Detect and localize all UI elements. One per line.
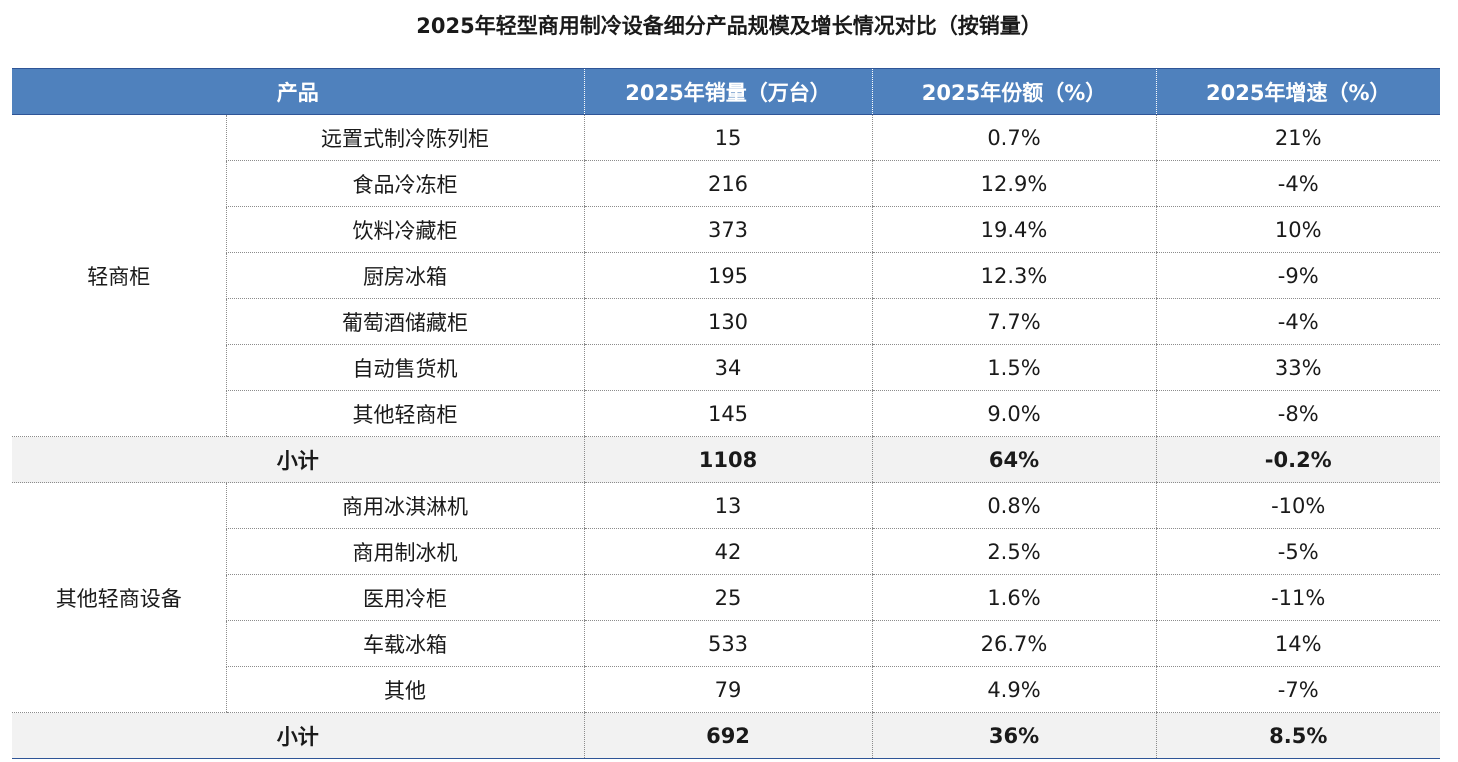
sales-cell: 25 — [583, 574, 872, 621]
sales-cell: 145 — [583, 390, 872, 437]
table-row: 食品冷冻柜 216 12.9% -4% — [12, 160, 1440, 207]
share-cell: 0.8% — [871, 482, 1156, 529]
sales-cell: 13 — [583, 482, 872, 529]
table-row: 医用冷柜 25 1.6% -11% — [12, 574, 1440, 621]
subtotal-sales: 1108 — [583, 436, 872, 483]
table-row: 厨房冰箱 195 12.3% -9% — [12, 252, 1440, 299]
product-cell: 葡萄酒储藏柜 — [225, 298, 584, 345]
growth-cell: -5% — [1155, 528, 1440, 575]
product-cell: 医用冷柜 — [225, 574, 584, 621]
product-cell: 食品冷冻柜 — [225, 160, 584, 207]
subtotal-growth: -0.2% — [1155, 436, 1440, 483]
share-cell: 7.7% — [871, 298, 1156, 345]
table-row: 葡萄酒储藏柜 130 7.7% -4% — [12, 298, 1440, 345]
sales-cell: 216 — [583, 160, 872, 207]
table-row: 其他 79 4.9% -7% — [12, 666, 1440, 713]
growth-cell: 33% — [1155, 344, 1440, 391]
growth-cell: -8% — [1155, 390, 1440, 437]
sales-cell: 130 — [583, 298, 872, 345]
share-cell: 26.7% — [871, 620, 1156, 667]
product-cell: 车载冰箱 — [225, 620, 584, 667]
growth-cell: 14% — [1155, 620, 1440, 667]
growth-cell: -9% — [1155, 252, 1440, 299]
share-cell: 4.9% — [871, 666, 1156, 713]
subtotal-growth: 8.5% — [1155, 712, 1440, 759]
subtotal-row: 小计 692 36% 8.5% — [12, 712, 1440, 759]
table-title: 2025年轻型商用制冷设备细分产品规模及增长情况对比（按销量） — [416, 14, 1042, 38]
header-share: 2025年份额（%） — [871, 68, 1156, 115]
sales-cell: 79 — [583, 666, 872, 713]
share-cell: 1.5% — [871, 344, 1156, 391]
group-label: 其他轻商设备 — [12, 482, 226, 713]
sales-cell: 42 — [583, 528, 872, 575]
sales-cell: 533 — [583, 620, 872, 667]
product-cell: 其他 — [225, 666, 584, 713]
growth-cell: -4% — [1155, 160, 1440, 207]
share-cell: 0.7% — [871, 114, 1156, 161]
share-cell: 12.3% — [871, 252, 1156, 299]
product-cell: 自动售货机 — [225, 344, 584, 391]
product-cell: 其他轻商柜 — [225, 390, 584, 437]
table-row: 轻商柜 远置式制冷陈列柜 15 0.7% 21% — [12, 114, 1440, 437]
sales-cell: 373 — [583, 206, 872, 253]
growth-cell: -10% — [1155, 482, 1440, 529]
subtotal-label: 小计 — [12, 712, 584, 759]
header-product: 产品 — [12, 68, 584, 115]
subtotal-sales: 692 — [583, 712, 872, 759]
table-row: 车载冰箱 533 26.7% 14% — [12, 620, 1440, 667]
table-row: 饮料冷藏柜 373 19.4% 10% — [12, 206, 1440, 253]
table-row: 商用制冰机 42 2.5% -5% — [12, 528, 1440, 575]
table-row: 其他轻商设备 商用冰淇淋机 13 0.8% -10% — [12, 482, 1440, 713]
share-cell: 9.0% — [871, 390, 1156, 437]
product-cell: 商用冰淇淋机 — [225, 482, 584, 529]
header-sales: 2025年销量（万台） — [583, 68, 872, 115]
product-cell: 商用制冰机 — [225, 528, 584, 575]
sales-cell: 34 — [583, 344, 872, 391]
growth-cell: 10% — [1155, 206, 1440, 253]
group-label: 轻商柜 — [12, 114, 226, 437]
share-cell: 2.5% — [871, 528, 1156, 575]
data-table: 产品 2025年销量（万台） 2025年份额（%） 2025年增速（%） 轻商柜… — [12, 68, 1440, 759]
table-row: 其他轻商柜 145 9.0% -8% — [12, 390, 1440, 437]
product-cell: 厨房冰箱 — [225, 252, 584, 299]
subtotal-row: 小计 1108 64% -0.2% — [12, 436, 1440, 483]
product-cell: 饮料冷藏柜 — [225, 206, 584, 253]
growth-cell: -7% — [1155, 666, 1440, 713]
share-cell: 1.6% — [871, 574, 1156, 621]
share-cell: 12.9% — [871, 160, 1156, 207]
subtotal-share: 36% — [871, 712, 1156, 759]
product-cell: 远置式制冷陈列柜 — [225, 114, 584, 161]
subtotal-label: 小计 — [12, 436, 584, 483]
sales-cell: 15 — [583, 114, 872, 161]
sales-cell: 195 — [583, 252, 872, 299]
growth-cell: -11% — [1155, 574, 1440, 621]
header-growth: 2025年增速（%） — [1155, 68, 1440, 115]
subtotal-share: 64% — [871, 436, 1156, 483]
growth-cell: 21% — [1155, 114, 1440, 161]
share-cell: 19.4% — [871, 206, 1156, 253]
table-row: 自动售货机 34 1.5% 33% — [12, 344, 1440, 391]
growth-cell: -4% — [1155, 298, 1440, 345]
header-row: 产品 2025年销量（万台） 2025年份额（%） 2025年增速（%） — [12, 68, 1440, 115]
